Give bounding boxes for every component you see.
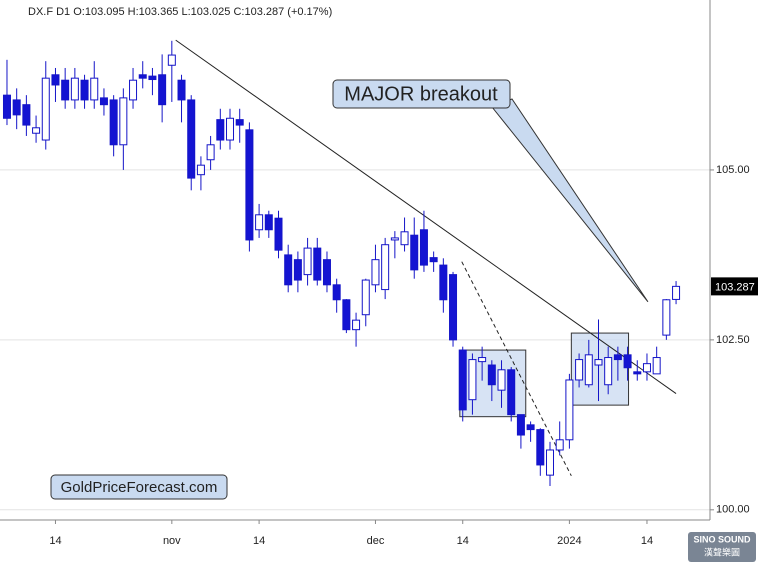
x-tick-label: nov	[163, 535, 181, 547]
candle-body	[575, 359, 584, 381]
candle-body	[449, 274, 458, 341]
y-tick-label: 102.50	[716, 334, 750, 346]
x-tick-label: 14	[253, 535, 265, 547]
candle-body	[206, 144, 215, 161]
candle-body	[313, 247, 322, 281]
candle-body	[61, 79, 70, 101]
candle-body	[390, 237, 399, 241]
candle-body	[652, 357, 661, 375]
candle-body	[70, 77, 79, 101]
callout: MAJOR breakout	[332, 79, 649, 303]
candle-body	[429, 257, 438, 263]
candle-body	[623, 354, 632, 369]
candle-body	[555, 439, 564, 451]
candle-body	[565, 379, 574, 441]
candle-body	[546, 449, 555, 476]
candle-body	[536, 429, 545, 466]
candle-body	[109, 99, 118, 146]
last-price-box	[711, 277, 758, 296]
candle-body	[584, 354, 593, 386]
chart-title: DX.F D1 O:103.095 H:103.365 L:103.025 C:…	[28, 6, 332, 18]
candle-body	[119, 97, 128, 146]
x-tick-label: 14	[457, 535, 469, 547]
candle-body	[32, 127, 41, 134]
watermark: GoldPriceForecast.com	[61, 479, 218, 496]
candle-body	[419, 229, 428, 266]
x-tick-label: 14	[641, 535, 653, 547]
candle-body	[458, 349, 467, 411]
candle-body	[216, 119, 225, 141]
highlight-box	[570, 332, 630, 406]
candle-body	[22, 104, 31, 126]
candle-body	[129, 79, 138, 101]
candle-body	[158, 74, 167, 106]
candle-body	[284, 254, 293, 286]
candle-body	[516, 414, 525, 436]
candle-body	[342, 299, 351, 331]
candles	[2, 40, 681, 487]
candle-body	[226, 117, 235, 141]
callout-text: MAJOR breakout	[344, 83, 498, 105]
candle-body	[410, 234, 419, 271]
candle-body	[507, 369, 516, 416]
candle-body	[12, 99, 21, 116]
candle-body	[99, 97, 108, 106]
candle-body	[148, 75, 157, 81]
callout-box	[332, 79, 511, 109]
candle-body	[332, 284, 341, 301]
candle-body	[196, 164, 205, 176]
candle-body	[613, 354, 622, 361]
candle-body	[245, 129, 254, 241]
candle-body	[439, 264, 448, 301]
candle-body	[293, 259, 302, 281]
candle-body	[235, 119, 244, 126]
logo-text: SINO SOUND	[693, 534, 751, 544]
x-tick-label: dec	[367, 535, 385, 547]
candle-body	[274, 217, 283, 251]
candle-body	[672, 285, 681, 300]
candle-body	[594, 359, 603, 366]
candle-body	[138, 74, 147, 79]
axis-labels: 100.00 102.50 105.00 14 nov 14 dec 14 2024 14 103.…	[49, 164, 758, 547]
candle-body	[381, 244, 390, 291]
candle-body	[255, 214, 264, 231]
watermark-box	[50, 474, 228, 500]
candle-body	[167, 54, 176, 66]
candle-body	[90, 77, 99, 101]
last-price-label: 103.287	[715, 281, 755, 293]
x-tick-label: 14	[49, 535, 61, 547]
candle-body	[400, 231, 409, 246]
x-tick-label: 2024	[557, 535, 581, 547]
candle-body	[487, 364, 496, 386]
y-tick-label: 105.00	[716, 164, 750, 176]
candle-body	[497, 369, 506, 391]
trendline	[175, 39, 677, 394]
logo-text: 漢聲樂圖	[704, 546, 740, 557]
candle-body	[361, 279, 370, 316]
logo-box	[688, 532, 756, 562]
candle-body	[187, 99, 196, 179]
candle-body	[478, 357, 487, 363]
candle-body	[604, 357, 613, 386]
candle-body	[371, 259, 380, 286]
candle-body	[41, 77, 50, 141]
candle-body	[468, 359, 477, 401]
candle-body	[2, 94, 11, 119]
candle-body	[51, 74, 60, 86]
candle-body	[322, 259, 331, 286]
candle-body	[352, 319, 361, 331]
candle-body	[526, 424, 535, 431]
candle-body	[177, 79, 186, 101]
candle-body	[80, 79, 89, 101]
trendline	[461, 261, 572, 477]
candle-body	[303, 247, 312, 276]
candle-body	[642, 363, 651, 373]
y-tick-label: 100.00	[716, 504, 750, 516]
candle-body	[633, 371, 642, 375]
candle-body	[662, 299, 671, 336]
candle-body	[264, 214, 273, 231]
